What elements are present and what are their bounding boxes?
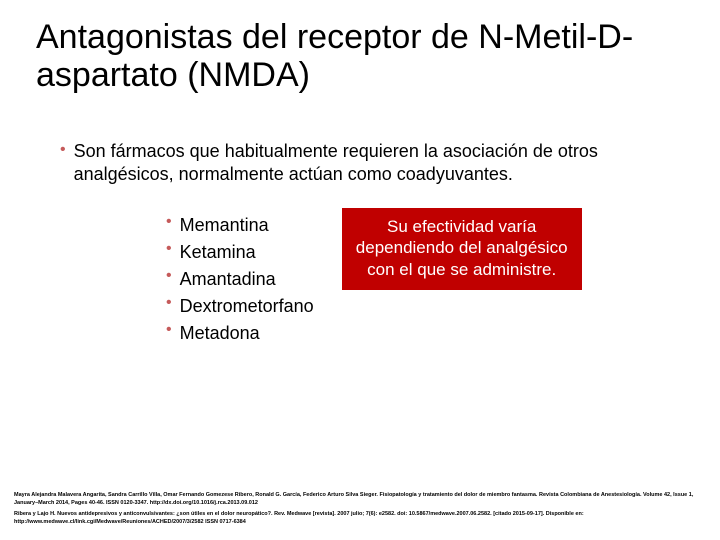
drug-name: Metadona [180, 320, 260, 347]
content-row: • Memantina • Ketamina • Amantadina • De… [166, 212, 684, 347]
drug-name: Dextrometorfano [180, 293, 314, 320]
drug-name: Memantina [180, 212, 269, 239]
list-item: • Memantina [166, 212, 314, 239]
drug-name: Ketamina [180, 239, 256, 266]
bullet-icon: • [60, 140, 66, 161]
intro-bullet: • Son fármacos que habitualmente requier… [60, 140, 684, 186]
bullet-icon: • [166, 239, 172, 260]
drug-name: Amantadina [180, 266, 276, 293]
reference-line: Mayra Alejandra Malavera Angarita, Sandr… [14, 492, 706, 507]
drug-list: • Memantina • Ketamina • Amantadina • De… [166, 212, 314, 347]
highlight-box: Su efectividad varía dependiendo del ana… [342, 208, 582, 290]
slide-title: Antagonistas del receptor de N-Metil-D-a… [36, 18, 684, 94]
bullet-icon: • [166, 320, 172, 341]
bullet-icon: • [166, 212, 172, 233]
list-item: • Ketamina [166, 239, 314, 266]
list-item: • Amantadina [166, 266, 314, 293]
reference-line: Ribera y Lajo H. Nuevos antidepresivos y… [14, 511, 706, 526]
references: Mayra Alejandra Malavera Angarita, Sandr… [14, 492, 706, 530]
slide: Antagonistas del receptor de N-Metil-D-a… [0, 0, 720, 540]
bullet-icon: • [166, 293, 172, 314]
list-item: • Metadona [166, 320, 314, 347]
bullet-icon: • [166, 266, 172, 287]
intro-text: Son fármacos que habitualmente requieren… [74, 140, 634, 186]
list-item: • Dextrometorfano [166, 293, 314, 320]
